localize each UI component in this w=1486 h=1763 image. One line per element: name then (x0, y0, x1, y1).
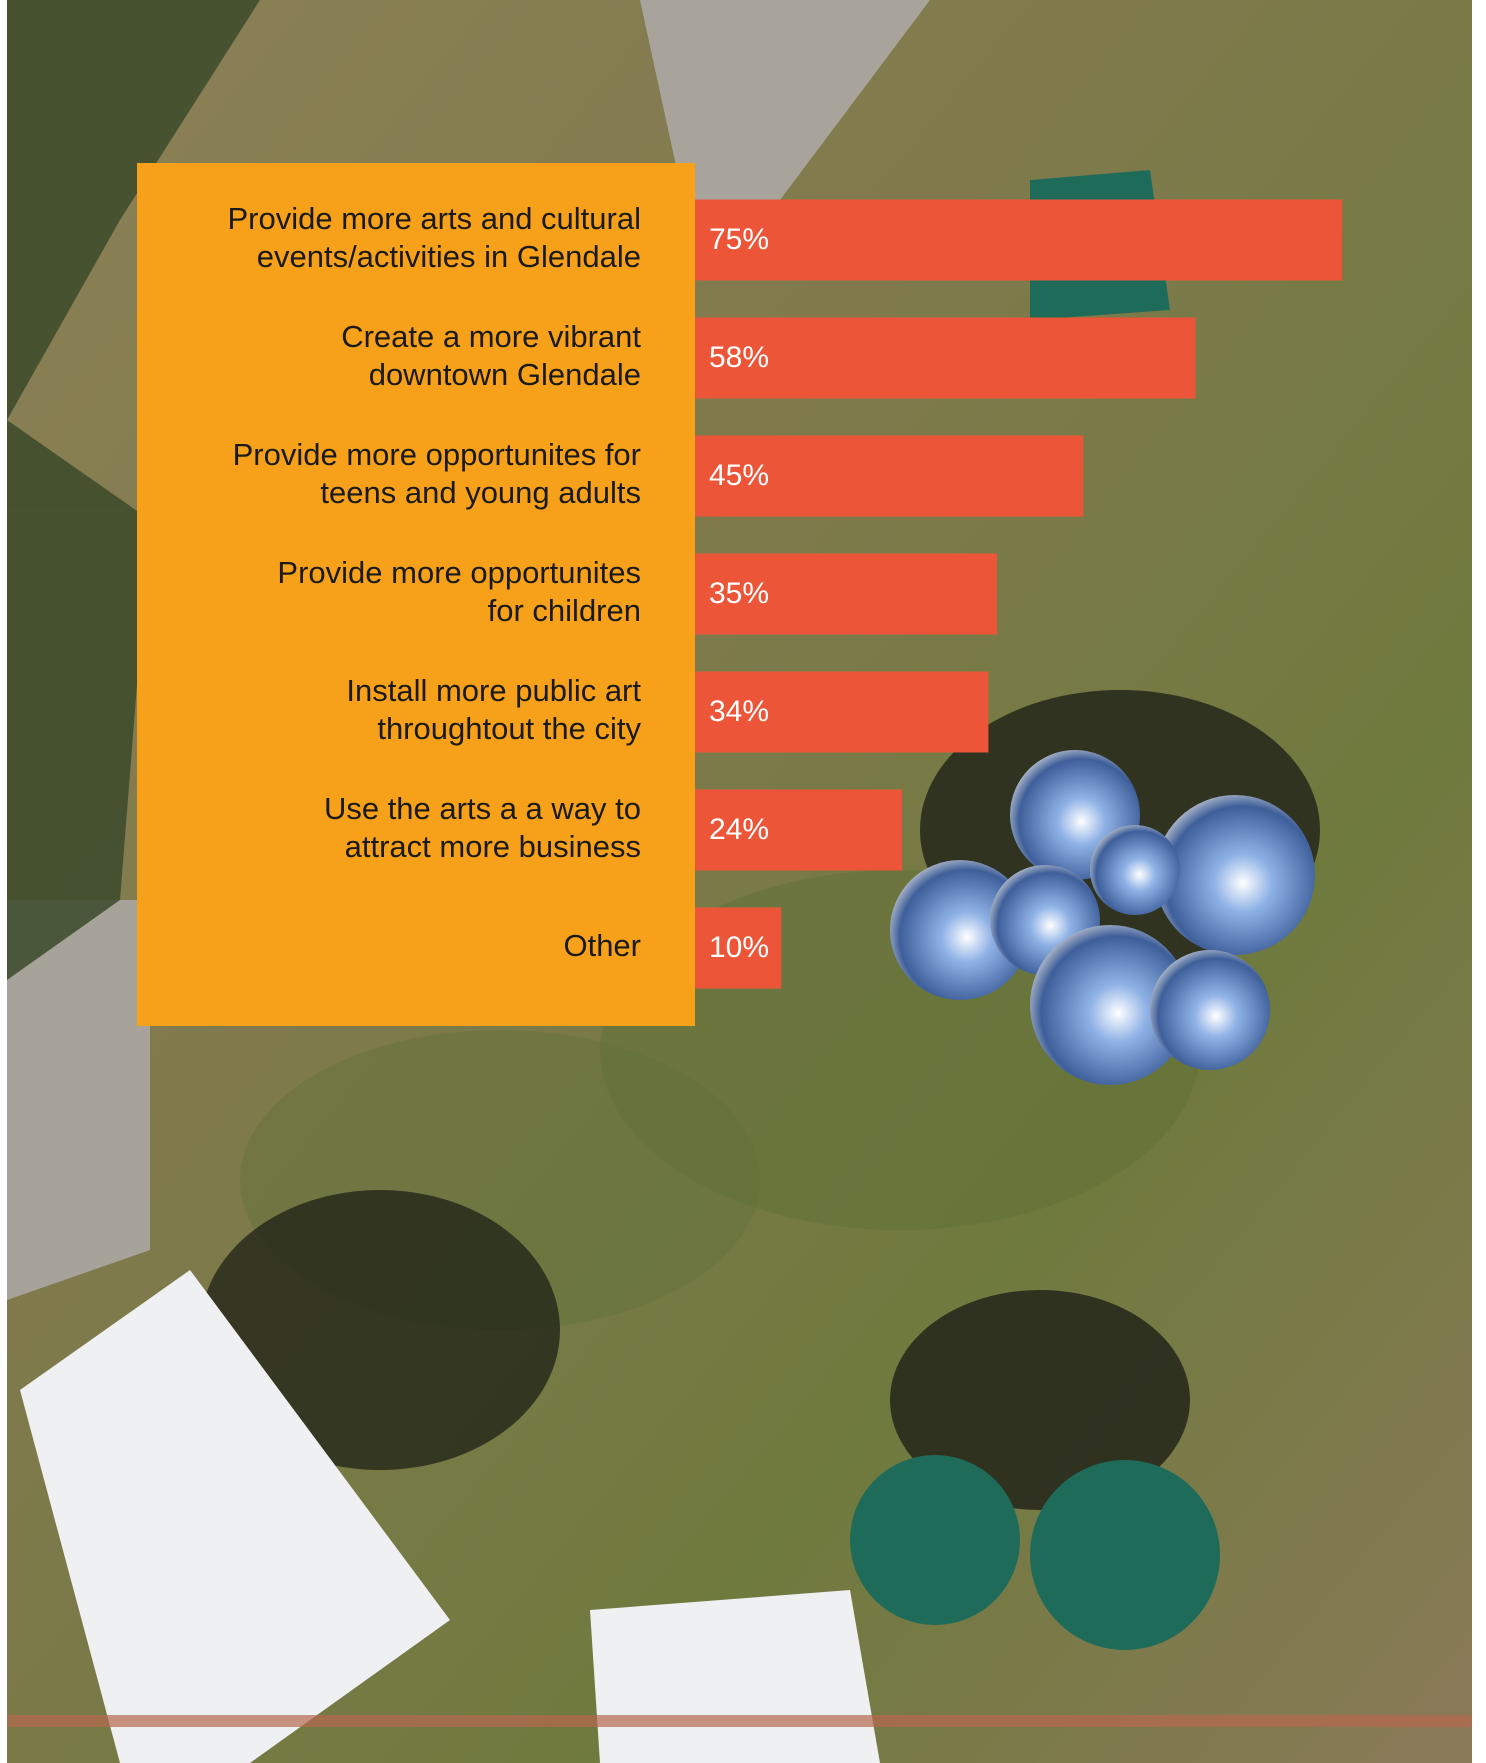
value-label: 24% (709, 813, 769, 846)
category-label: Other (563, 928, 641, 963)
value-label: 34% (709, 695, 769, 728)
bar (695, 435, 1084, 517)
category-label: Use the arts a a way to (324, 791, 641, 826)
mirror-balls (890, 750, 1315, 1085)
category-label: Install more public art (346, 673, 641, 708)
category-label: Provide more opportunites for (233, 437, 641, 472)
value-label: 58% (709, 341, 769, 374)
value-label: 45% (709, 459, 769, 492)
bar (695, 199, 1343, 281)
background-photo (7, 0, 1486, 1763)
category-label: Provide more arts and cultural (227, 201, 641, 236)
category-label: for children (488, 593, 641, 628)
category-label: Create a more vibrant (341, 319, 641, 354)
category-label: throughtout the city (377, 711, 641, 746)
value-label: 10% (709, 931, 769, 964)
bar (695, 553, 998, 635)
bar (695, 789, 903, 871)
bar (695, 907, 782, 989)
category-label: events/activities in Glendale (257, 239, 641, 274)
value-label: 35% (709, 577, 769, 610)
bar (695, 671, 989, 753)
value-label: 75% (709, 223, 769, 256)
category-label: downtown Glendale (369, 357, 641, 392)
category-label: attract more business (345, 829, 641, 864)
bar (695, 317, 1196, 399)
category-label: teens and young adults (320, 475, 641, 510)
category-label: Provide more opportunites (277, 555, 641, 590)
label-panel (137, 163, 695, 1026)
